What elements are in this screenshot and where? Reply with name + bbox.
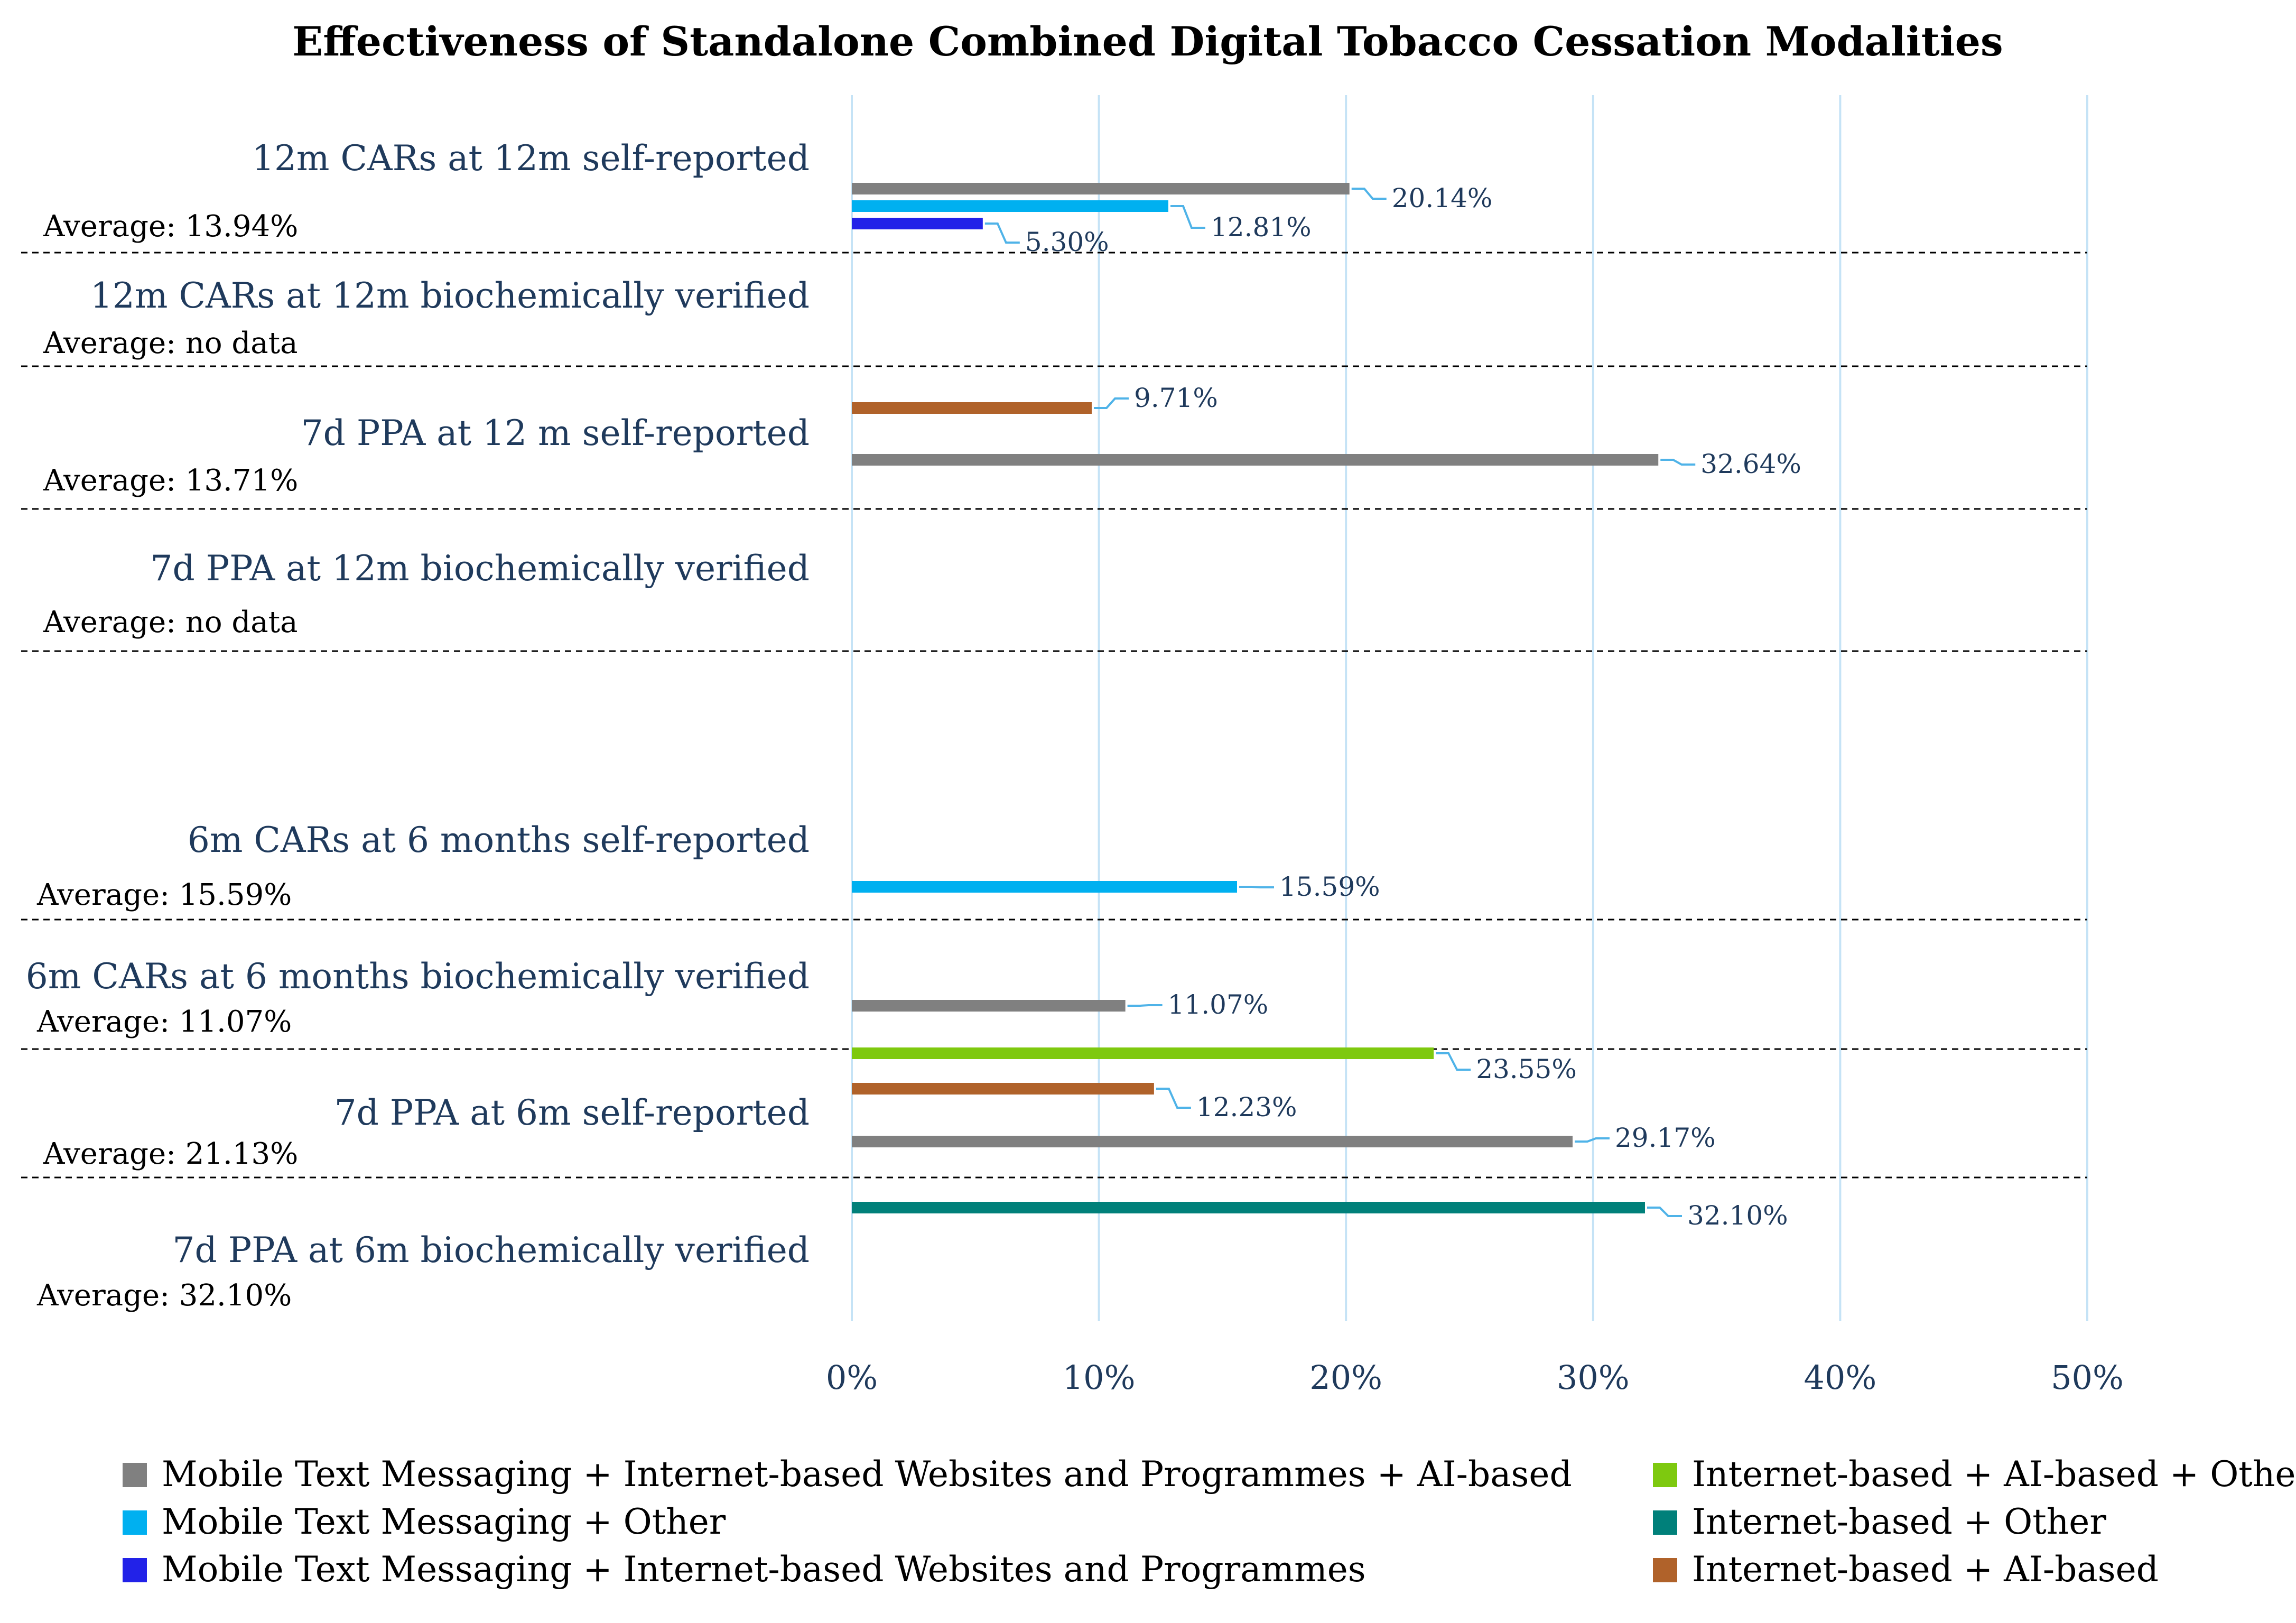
data-label: 20.14%: [1392, 183, 1493, 214]
x-tick-label: 50%: [2051, 1358, 2124, 1397]
data-label: 12.23%: [1196, 1092, 1297, 1123]
legend-label: Mobile Text Messaging + Internet-based W…: [162, 1454, 1572, 1495]
leader-line: [1351, 188, 1387, 200]
category-label: 6m CARs at 6 months biochemically verifi…: [26, 956, 810, 997]
category-label: 6m CARs at 6 months self-reported: [188, 820, 810, 860]
x-tick-label: 20%: [1309, 1358, 1382, 1397]
leader-line: [1156, 1088, 1191, 1109]
row-separators: [21, 252, 2087, 1179]
legend-swatch: [1653, 1558, 1677, 1582]
bar: [852, 1083, 1154, 1095]
category-average: Average: 11.07%: [36, 1005, 292, 1039]
x-tick-label: 0%: [826, 1358, 878, 1397]
legend-swatch: [123, 1510, 147, 1535]
data-label: 29.17%: [1615, 1123, 1716, 1153]
legend-label: Internet-based + AI-based + Other: [1692, 1454, 2296, 1495]
legend-label: Internet-based + AI-based: [1692, 1549, 2159, 1590]
category-average: Average: 32.10%: [36, 1278, 292, 1313]
leader-line: [1094, 397, 1129, 409]
chart-title: Effectiveness of Standalone Combined Dig…: [292, 18, 2003, 65]
category-average: Average: 13.71%: [43, 463, 298, 498]
leader-line: [1647, 1207, 1682, 1217]
x-tick-label: 10%: [1063, 1358, 1136, 1397]
category-label: 7d PPA at 12m biochemically verified: [151, 548, 810, 589]
legend-label: Mobile Text Messaging + Internet-based W…: [162, 1549, 1366, 1590]
category-average: Average: 15.59%: [36, 878, 292, 912]
category-average: Average: 13.94%: [43, 209, 298, 244]
bar: [852, 218, 983, 229]
bars: [852, 183, 1659, 1213]
bar: [852, 402, 1092, 414]
category-labels: 12m CARs at 12m self-reported Average: 13…: [26, 138, 810, 1313]
bar: [852, 183, 1350, 194]
data-label: 32.64%: [1700, 449, 1801, 479]
x-tick-label: 30%: [1557, 1358, 1630, 1397]
data-labels: 20.14% 12.81% 5.30% 9.71% 32.64% 15.59% 11.07%…: [1025, 183, 1801, 1231]
bar: [852, 1202, 1645, 1213]
bar: [852, 881, 1237, 893]
category-average: Average: no data: [43, 605, 298, 639]
category-average: Average: 21.13%: [43, 1137, 298, 1171]
legend-swatch: [123, 1558, 147, 1582]
category-label: 7d PPA at 12 m self-reported: [301, 413, 810, 453]
legend-label: Internet-based + Other: [1692, 1501, 2106, 1542]
legend-swatch: [123, 1463, 147, 1487]
category-label: 7d PPA at 6m self-reported: [334, 1092, 810, 1133]
bar: [852, 454, 1659, 466]
legend: Mobile Text Messaging + Internet-based W…: [123, 1454, 2296, 1590]
data-label: 11.07%: [1168, 989, 1269, 1020]
data-label-leaders: [984, 188, 1696, 1217]
data-label: 12.81%: [1211, 212, 1312, 243]
bar: [852, 1000, 1126, 1012]
category-label: 7d PPA at 6m biochemically verified: [173, 1230, 810, 1270]
bar: [852, 1136, 1573, 1147]
category-label: 12m CARs at 12m biochemically verified: [90, 275, 810, 316]
grid-lines: [851, 95, 2088, 1321]
leader-line: [1127, 1004, 1163, 1007]
leader-line: [1436, 1052, 1471, 1071]
legend-swatch: [1653, 1510, 1677, 1535]
data-label: 23.55%: [1476, 1054, 1577, 1084]
bar: [852, 200, 1168, 212]
legend-label: Mobile Text Messaging + Other: [162, 1501, 726, 1542]
data-label: 9.71%: [1134, 383, 1218, 413]
data-label: 5.30%: [1025, 227, 1109, 257]
leader-line: [1574, 1137, 1610, 1143]
x-axis-ticks: 0% 10% 20% 30% 40% 50%: [826, 1358, 2124, 1397]
x-tick-label: 40%: [1804, 1358, 1876, 1397]
category-average: Average: no data: [43, 326, 298, 360]
category-label: 12m CARs at 12m self-reported: [252, 138, 810, 179]
data-label: 32.10%: [1687, 1200, 1788, 1231]
data-label: 15.59%: [1279, 871, 1380, 902]
leader-line: [1170, 205, 1205, 229]
leader-line: [1660, 459, 1696, 466]
bar: [852, 1047, 1434, 1059]
legend-swatch: [1653, 1463, 1677, 1487]
leader-line: [984, 222, 1020, 244]
